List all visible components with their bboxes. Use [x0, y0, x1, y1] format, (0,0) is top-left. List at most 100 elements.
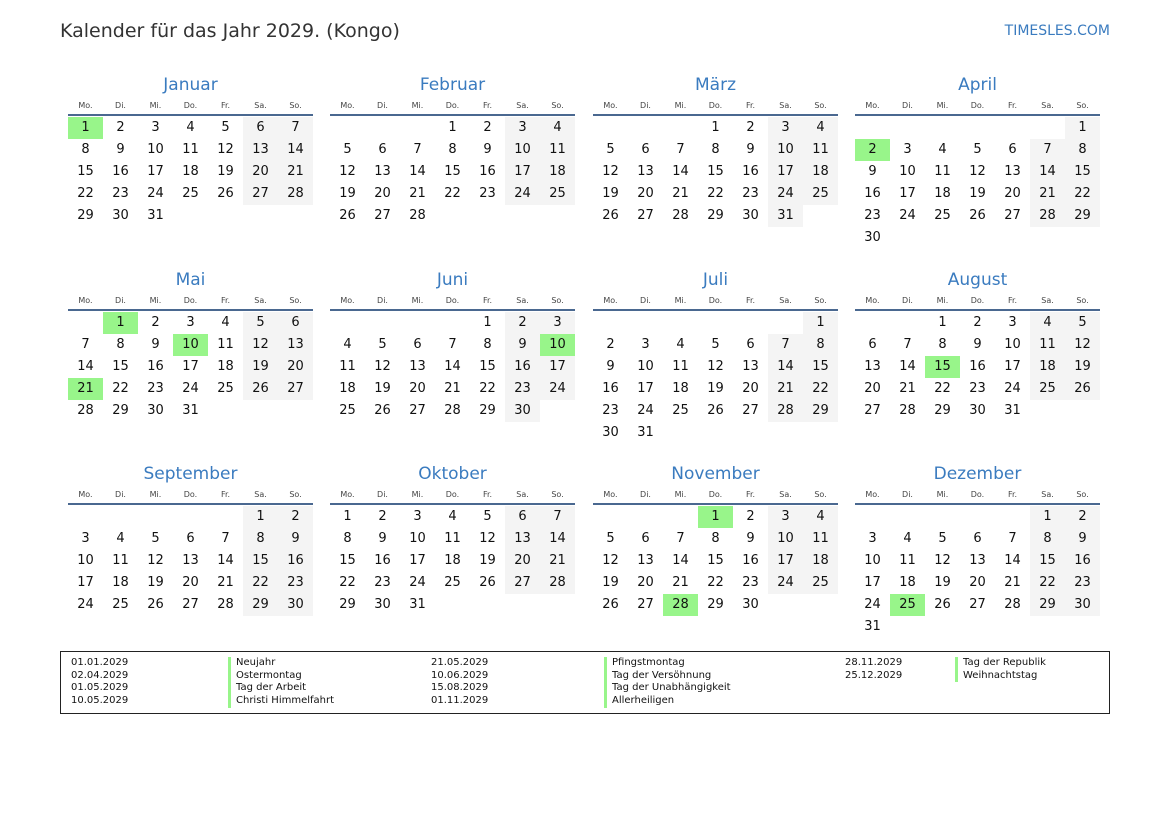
day: 4 — [903, 531, 912, 546]
day: 31 — [864, 619, 881, 634]
holiday-name: Weihnachtstag — [955, 669, 1037, 683]
day: 8 — [243, 528, 278, 550]
month-4: April Mo. Di. Mi. Do. Fr. Sa. So. 1 2 3 4 5 6 7 8 9 10 11 1… — [855, 72, 1100, 249]
holiday-name: Allerheiligen — [604, 695, 674, 708]
day: 10 — [1004, 337, 1021, 352]
day: 24 — [1004, 381, 1021, 396]
day: 27 — [969, 597, 986, 612]
day: 10 — [637, 359, 654, 374]
brand-link[interactable]: TIMESLES.COM — [1004, 23, 1110, 39]
weekday-label: Di. — [115, 101, 126, 110]
holiday-date: 25.12.2029 — [845, 669, 903, 681]
month-11: November Mo. Di. Mi. Do. Fr. Sa. So. 1 2 3 4 5 6 7 8 9 10… — [593, 461, 838, 616]
day: 30 — [742, 597, 759, 612]
day: 9 — [505, 334, 540, 356]
empty-cell — [173, 506, 208, 528]
day: 27 — [1004, 208, 1021, 223]
day: 10 — [864, 553, 881, 568]
empty-cell — [925, 117, 960, 139]
day: 16 — [479, 164, 496, 179]
day: 12 — [243, 334, 278, 356]
day: 19 — [602, 575, 619, 590]
month-title: Februar — [419, 75, 486, 95]
day: 11 — [112, 553, 129, 568]
day: 7 — [676, 142, 685, 157]
day: 31 — [1004, 403, 1021, 418]
day: 12 — [147, 553, 164, 568]
day: 14 — [672, 164, 689, 179]
day: 19 — [969, 186, 986, 201]
day: 7 — [278, 117, 313, 139]
day: 15 — [479, 359, 496, 374]
day: 2 — [151, 315, 160, 330]
day: 6 — [378, 142, 387, 157]
weekday-label: Di. — [115, 296, 126, 305]
month-title: Juni — [436, 270, 469, 290]
day: 24 — [147, 186, 164, 201]
day: 5 — [973, 142, 982, 157]
month-1: Januar Mo. Di. Mi. Do. Fr. Sa. So. 1 2 3 4 5 6 7 8 9 10 11… — [68, 72, 313, 227]
day: 5 — [151, 531, 160, 546]
weekday-label: Fr. — [1007, 296, 1018, 305]
day: 23 — [112, 186, 129, 201]
day: 6 — [278, 312, 313, 334]
day: 18 — [540, 161, 575, 183]
day: 30 — [278, 594, 313, 616]
holiday-name: Christi Himmelfahrt — [228, 695, 334, 708]
weekday-label: Mi. — [149, 101, 162, 110]
weekday-label: Mi. — [674, 296, 687, 305]
day: 19 — [934, 575, 951, 590]
weekday-label: Fr. — [745, 490, 756, 499]
empty-cell — [435, 312, 470, 334]
day: 20 — [505, 550, 540, 572]
weekday-label: Mo. — [78, 296, 93, 305]
holiday-date: 15.08.2029 — [431, 682, 489, 694]
day: 29 — [1030, 594, 1065, 616]
day: 24 — [637, 403, 654, 418]
day: 14 — [217, 553, 234, 568]
day: 22 — [1065, 183, 1100, 205]
day: 2 — [378, 509, 387, 524]
day: 30 — [374, 597, 391, 612]
day: 5 — [483, 509, 492, 524]
day-grid: 1 2 3 4 5 6 7 8 9 10 11 12 13 14 15 16 17 18 19 20 21 22 23 24 2… — [68, 117, 313, 227]
day: 1 — [803, 312, 838, 334]
day: 23 — [1065, 572, 1100, 594]
day: 3 — [505, 117, 540, 139]
day: 13 — [742, 359, 759, 374]
empty-cell — [593, 506, 628, 528]
day: 20 — [374, 186, 391, 201]
day: 3 — [768, 117, 803, 139]
day: 8 — [711, 142, 720, 157]
day: 22 — [444, 186, 461, 201]
day: 27 — [374, 208, 391, 223]
day: 6 — [641, 531, 650, 546]
day-grid: 1 2 3 4 5 6 7 8 9 10 11 12 13 14 15 16 17 18 19 20 21 22 23 24 2… — [330, 312, 575, 422]
day: 13 — [409, 359, 426, 374]
day: 12 — [934, 553, 951, 568]
day: 2 — [746, 509, 755, 524]
weekday-label: So. — [1076, 296, 1089, 305]
month-title: November — [671, 464, 760, 484]
day: 26 — [934, 597, 951, 612]
weekday-label: Di. — [377, 101, 388, 110]
day: 4 — [803, 117, 838, 139]
weekday-label: Fr. — [745, 296, 756, 305]
day: 26 — [374, 403, 391, 418]
weekday-label: Mi. — [149, 490, 162, 499]
empty-cell — [593, 117, 628, 139]
day: 17 — [768, 550, 803, 572]
weekday-label: Mo. — [603, 101, 618, 110]
day: 27 — [182, 597, 199, 612]
weekday-label: Mi. — [936, 490, 949, 499]
day: 30 — [147, 403, 164, 418]
weekday-label: Fr. — [220, 296, 231, 305]
day: 18 — [339, 381, 356, 396]
day: 11 — [339, 359, 356, 374]
day: 17 — [864, 575, 881, 590]
month-12: Dezember Mo. Di. Mi. Do. Fr. Sa. So. 1 2 3 4 5 6 7 8 9 10… — [855, 461, 1100, 638]
day: 13 — [637, 553, 654, 568]
day: 23 — [479, 186, 496, 201]
weekday-header: Mo. Di. Mi. Do. Fr. Sa. So. — [68, 98, 313, 116]
empty-cell — [960, 506, 995, 528]
